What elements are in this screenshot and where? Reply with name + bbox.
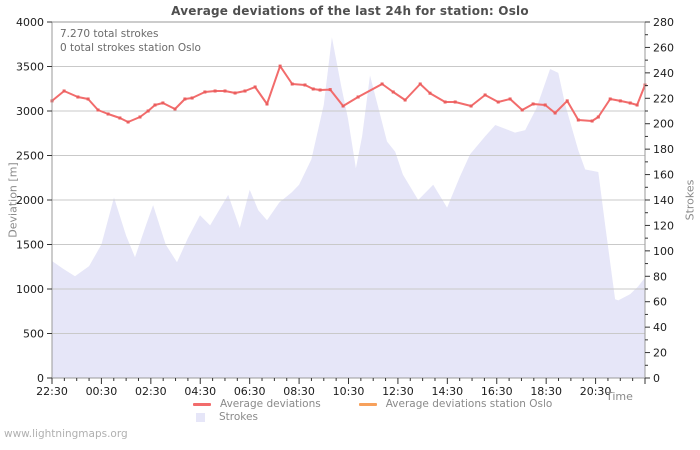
svg-text:2500: 2500 xyxy=(16,150,44,163)
legend-row-1: Average deviations Average deviations st… xyxy=(193,398,552,410)
gridlines xyxy=(52,66,645,334)
svg-text:18:30: 18:30 xyxy=(530,385,562,398)
svg-text:180: 180 xyxy=(653,143,674,156)
svg-text:140: 140 xyxy=(653,194,674,207)
svg-text:220: 220 xyxy=(653,92,674,105)
annotation-station-strokes: 0 total strokes station Oslo xyxy=(60,42,201,54)
svg-text:3500: 3500 xyxy=(16,61,44,74)
svg-text:00:30: 00:30 xyxy=(86,385,118,398)
svg-text:0: 0 xyxy=(37,372,44,385)
legend-label-strokes: Strokes xyxy=(219,411,258,423)
svg-text:14:30: 14:30 xyxy=(431,385,463,398)
legend-label-station-oslo: Average deviations station Oslo xyxy=(385,398,553,410)
legend-swatch-station-oslo xyxy=(358,402,377,406)
svg-text:280: 280 xyxy=(653,16,674,29)
legend-swatch-average-deviations xyxy=(193,402,211,406)
svg-text:20: 20 xyxy=(653,347,667,360)
y-axis-right: 0 20 40 60 80 100 120 140 160 180 200 220 240 260 280 xyxy=(645,16,674,385)
legend-swatch-strokes xyxy=(196,412,205,422)
svg-text:16:30: 16:30 xyxy=(481,385,513,398)
svg-text:06:30: 06:30 xyxy=(234,385,266,398)
svg-text:0: 0 xyxy=(653,372,660,385)
svg-text:1500: 1500 xyxy=(16,239,44,252)
svg-text:260: 260 xyxy=(653,41,674,54)
annotation-box: 7.270 total strokes 0 total strokes stat… xyxy=(60,27,201,55)
svg-text:4000: 4000 xyxy=(16,16,44,29)
svg-text:120: 120 xyxy=(653,219,674,232)
y-axis-title-left: Deviation [m] xyxy=(6,162,20,238)
svg-text:10:30: 10:30 xyxy=(333,385,365,398)
y-axis-left: 0 500 1000 1500 2000 2500 3000 3500 4000 xyxy=(16,16,52,385)
x-axis-title: Time xyxy=(606,390,633,403)
svg-text:22:30: 22:30 xyxy=(36,385,68,398)
annotation-total-strokes: 7.270 total strokes xyxy=(60,28,159,40)
svg-text:80: 80 xyxy=(653,270,667,283)
chart-title: Average deviations of the last 24h for s… xyxy=(171,4,529,18)
deviation-line xyxy=(50,64,647,124)
svg-text:2000: 2000 xyxy=(16,194,44,207)
svg-text:3000: 3000 xyxy=(16,105,44,118)
legend-row-2: Strokes xyxy=(196,411,258,423)
legend-label-average-deviations: Average deviations xyxy=(220,398,321,410)
site-watermark: www.lightningmaps.org xyxy=(4,428,128,440)
svg-text:04:30: 04:30 xyxy=(184,385,216,398)
svg-text:08:30: 08:30 xyxy=(283,385,315,398)
svg-text:1000: 1000 xyxy=(16,283,44,296)
x-axis: 22:30 00:30 02:30 04:30 06:30 08:30 10:30 12:30… xyxy=(36,378,646,398)
svg-text:240: 240 xyxy=(653,67,674,80)
svg-text:500: 500 xyxy=(23,328,44,341)
svg-text:20:30: 20:30 xyxy=(580,385,612,398)
svg-text:40: 40 xyxy=(653,321,667,334)
y-axis-title-right: Strokes xyxy=(683,179,697,221)
svg-text:160: 160 xyxy=(653,169,674,182)
svg-text:12:30: 12:30 xyxy=(382,385,414,398)
strokes-area xyxy=(52,37,645,379)
svg-text:02:30: 02:30 xyxy=(135,385,167,398)
svg-text:200: 200 xyxy=(653,118,674,131)
svg-text:60: 60 xyxy=(653,296,667,309)
svg-text:100: 100 xyxy=(653,245,674,258)
